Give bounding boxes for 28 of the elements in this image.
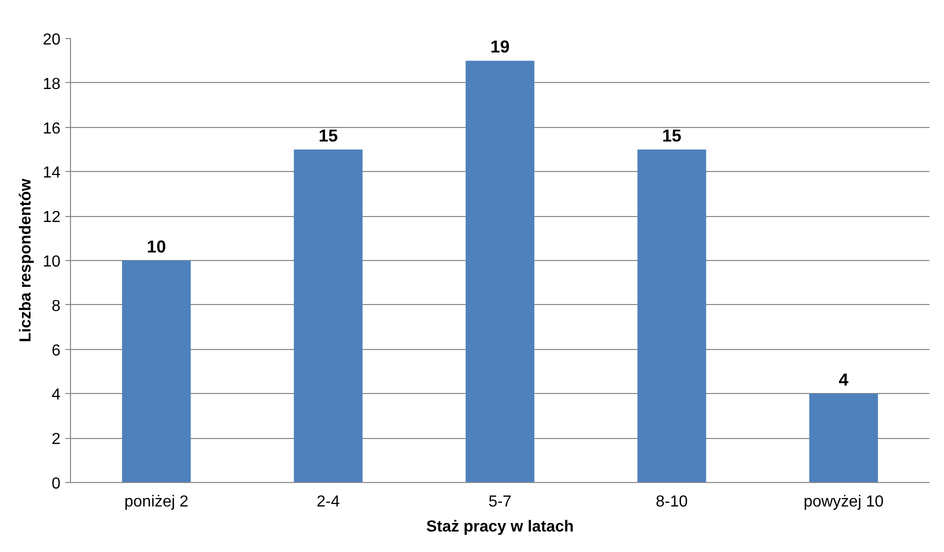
bar <box>122 260 191 482</box>
x-tick-label: poniżej 2 <box>124 494 189 510</box>
x-tick-label: 2-4 <box>316 494 340 510</box>
data-label: 10 <box>146 236 166 256</box>
x-axis-title: Staż pracy w latach <box>426 518 574 536</box>
data-label: 15 <box>662 126 682 146</box>
bar <box>809 394 878 482</box>
bar <box>637 150 706 482</box>
bar <box>294 150 363 482</box>
x-tick-label: powyżej 10 <box>804 494 884 510</box>
y-tick-label: 0 <box>52 476 61 492</box>
y-tick-label: 20 <box>42 32 61 48</box>
data-label: 15 <box>318 126 338 146</box>
y-tick-label: 4 <box>52 386 61 404</box>
data-label: 19 <box>490 36 510 57</box>
y-tick-label: 6 <box>52 342 61 360</box>
x-tick-label: 5-7 <box>488 494 512 510</box>
y-tick-label: 10 <box>42 254 61 270</box>
y-tick-label: 14 <box>42 164 61 182</box>
y-axis-title: Liczba respondentów <box>18 178 35 342</box>
y-tick-label: 16 <box>42 120 61 138</box>
bar <box>466 60 534 482</box>
y-tick-label: 18 <box>42 76 61 93</box>
y-tick-label: 2 <box>52 431 61 448</box>
y-tick-label: 12 <box>42 209 61 226</box>
x-tick-label: 8-10 <box>656 494 688 510</box>
data-label: 4 <box>838 370 849 390</box>
y-tick-label: 8 <box>52 298 61 315</box>
